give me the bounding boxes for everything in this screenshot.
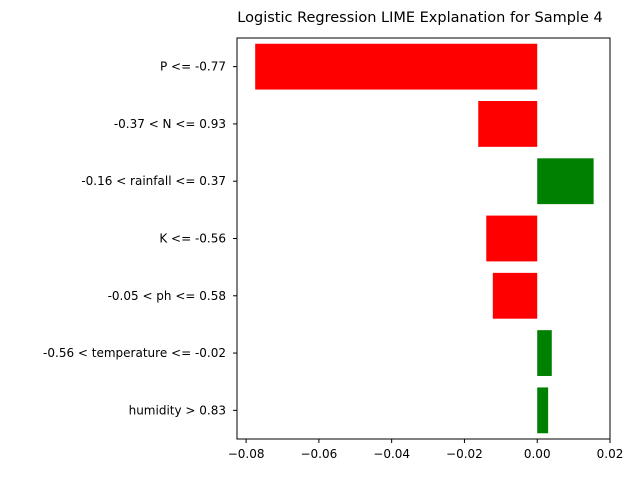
y-tick-label: -0.56 < temperature <= -0.02 (43, 346, 226, 360)
plot-frame (236, 37, 611, 440)
x-tick-label: 0.02 (597, 447, 624, 461)
y-tick-label: -0.37 < N <= 0.93 (114, 117, 226, 131)
x-tick-label: 0.00 (524, 447, 551, 461)
x-tick-label: −0.06 (300, 447, 337, 461)
bars-group (255, 43, 594, 434)
chart-title: Logistic Regression LIME Explanation for… (237, 10, 603, 26)
y-axis: P <= -0.77 -0.37 < N <= 0.93 -0.16 < rainf… (43, 60, 237, 417)
bar (478, 101, 538, 147)
bar (537, 158, 594, 205)
x-axis: −0.08 −0.06 −0.04 −0.02 0.00 0.02 (228, 439, 624, 461)
y-tick-label: P <= -0.77 (160, 60, 226, 74)
x-tick-label: −0.02 (446, 447, 483, 461)
y-tick-label: humidity > 0.83 (129, 403, 226, 417)
y-tick-label: -0.16 < rainfall <= 0.37 (81, 174, 226, 188)
bar (486, 215, 538, 262)
bar (537, 387, 549, 434)
x-tick-label: −0.04 (373, 447, 410, 461)
bar (492, 272, 538, 319)
y-tick-label: K <= -0.56 (159, 232, 226, 246)
y-tick-label: -0.05 < ph <= 0.58 (108, 289, 226, 303)
bar (537, 330, 552, 376)
bar (255, 43, 538, 90)
x-tick-label: −0.08 (228, 447, 265, 461)
